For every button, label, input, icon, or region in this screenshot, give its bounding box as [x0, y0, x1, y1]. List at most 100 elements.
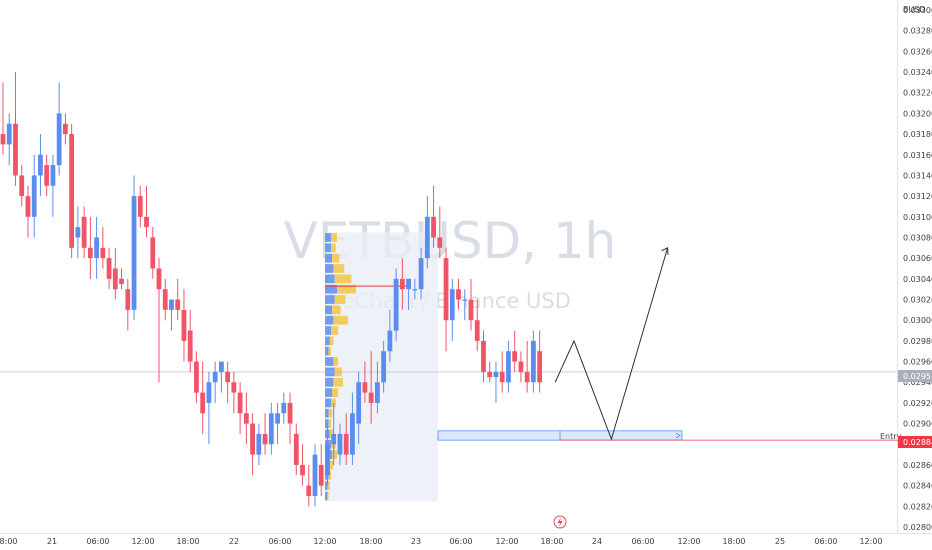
volume-profile-bar-down: [327, 481, 330, 491]
time-tick-label: 18:00: [0, 537, 18, 546]
candle-body: [518, 361, 524, 372]
candle-body: [462, 299, 468, 301]
candle-body: [350, 413, 355, 455]
candle-body: [512, 351, 518, 362]
candle-body: [343, 433, 349, 455]
candle-body: [412, 289, 418, 291]
candle-body: [331, 433, 337, 445]
candle-body: [381, 351, 387, 383]
candle-body: [131, 196, 137, 310]
volume-profile-bar-down: [331, 326, 339, 335]
candle-body: [119, 278, 124, 285]
volume-profile-bar-up: [325, 264, 334, 273]
lightning-icon: [557, 517, 563, 527]
volume-profile-bar-down: [333, 315, 348, 325]
volume-profile-bar-up: [325, 315, 334, 325]
candle-body: [443, 258, 449, 321]
candle-body: [268, 413, 274, 445]
time-tick-label: 22: [229, 537, 239, 546]
projection-arrowhead: [661, 247, 669, 255]
candle-body: [156, 268, 162, 290]
volume-profile-bar-down: [333, 377, 343, 387]
entry-price-label: 0.02884: [903, 438, 932, 447]
candle-body: [325, 444, 330, 476]
time-tick-label: 18:00: [359, 537, 382, 546]
candle-body: [531, 340, 536, 383]
candle-body: [337, 433, 343, 455]
plot-area[interactable]: [0, 72, 897, 507]
time-tick-label: 12:00: [859, 537, 882, 546]
candle-body: [94, 237, 99, 259]
entry-price-badge: 0.02884: [898, 436, 932, 448]
time-axis[interactable]: 18:00 21 06:00 12:00 18:00 22 06:00 12:00 18:00 2…: [0, 537, 883, 546]
time-tick-label: 18:00: [176, 537, 199, 546]
candle-body: [19, 175, 25, 197]
candle-body: [368, 392, 374, 403]
time-tick-label: 06:00: [631, 537, 654, 546]
current-price-badge: 0.0295: [898, 370, 932, 382]
candle-body: [418, 258, 424, 290]
candle-body: [362, 382, 368, 393]
candle-body: [300, 464, 305, 476]
time-tick-label: 12:00: [313, 537, 336, 546]
volume-profile-bar-up: [325, 336, 330, 346]
candle-body: [212, 371, 218, 383]
volume-profile-bar-down: [332, 388, 339, 397]
candle-body: [38, 154, 43, 176]
volume-profile-bar-up: [325, 243, 331, 253]
volume-profile-bar-up: [325, 481, 328, 491]
time-tick-label: 23: [411, 537, 421, 546]
candle-body: [481, 340, 486, 372]
time-tick-label: 06:00: [814, 537, 837, 546]
volume-profile-bar-down: [333, 357, 339, 366]
candle-body: [250, 423, 255, 455]
time-tick-label: 12:00: [495, 537, 518, 546]
candle-body: [437, 237, 443, 248]
candle-body: [281, 402, 287, 414]
candle-body: [306, 485, 312, 496]
candle-body: [187, 330, 193, 362]
candle-body: [237, 392, 243, 414]
candle-body: [262, 433, 268, 445]
volume-profile-bar-down: [331, 243, 336, 253]
volume-profile-bar-up: [325, 305, 333, 315]
candle-body: [169, 299, 174, 310]
volume-profile-bar-up: [325, 388, 333, 397]
candle-body: [81, 216, 87, 248]
volume-profile-bar-down: [328, 408, 333, 418]
volume-profile-bar-down: [329, 460, 334, 470]
candle-body: [356, 382, 362, 424]
price-axis-unit: BUSD: [903, 5, 926, 14]
candle-body: [493, 371, 499, 378]
candle-body: [387, 330, 393, 352]
time-tick-label: 06:00: [268, 537, 291, 546]
time-tick-label: 25: [775, 537, 785, 546]
volume-profile-bar-down: [328, 419, 331, 428]
candle-body: [318, 464, 324, 486]
volume-profile-bar-down: [332, 305, 341, 315]
candle-body: [225, 371, 231, 383]
candle-body: [406, 278, 411, 290]
candle-body: [275, 413, 280, 424]
time-tick-label: 12:00: [131, 537, 154, 546]
candle-body: [399, 278, 405, 290]
volume-profile-bar-up: [325, 346, 329, 356]
candle-body: [175, 299, 181, 310]
event-marker[interactable]: [553, 515, 567, 529]
